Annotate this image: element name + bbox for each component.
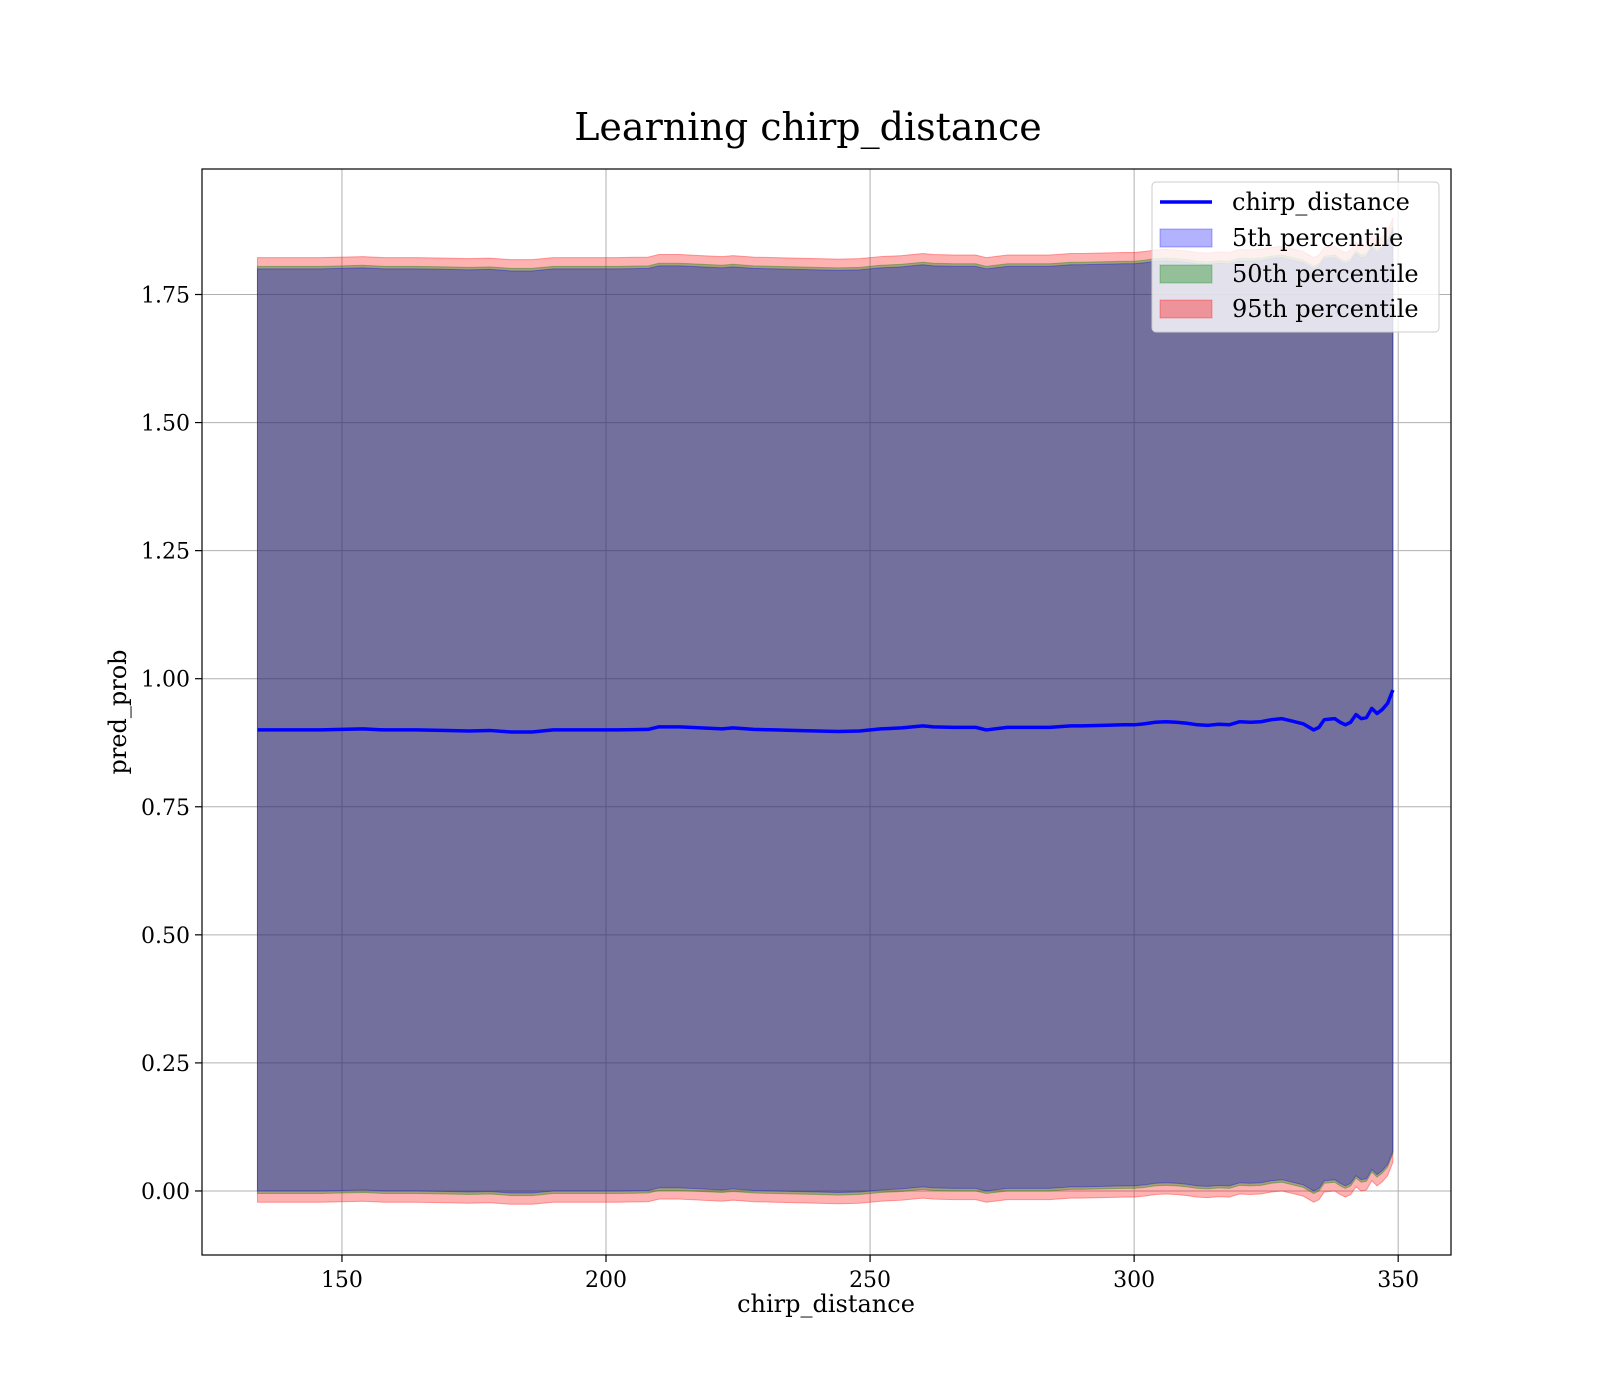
tick-layer: 150 200 250 300 350 0.00 0.25 0.50 0.75 1.00 1.25 1… [141, 284, 1419, 1293]
y-axis-label: pred_prob [104, 649, 132, 774]
x-axis-label: chirp_distance [737, 1290, 915, 1318]
band-p5 [256, 228, 1394, 1194]
band-layer [256, 217, 1394, 1205]
legend-label-p5: 5th percentile [1232, 224, 1403, 252]
y-tick-label: 1.25 [141, 540, 190, 565]
legend-frame [1151, 181, 1440, 333]
legend-swatch-p5 [1159, 228, 1213, 248]
y-tick-label: 1.50 [141, 412, 190, 437]
y-tick-label: 0.25 [141, 1052, 190, 1077]
y-tick-label: 0.50 [141, 924, 190, 949]
legend: chirp_distance 5th percentile 50th perce… [1151, 181, 1440, 333]
x-tick-label: 150 [321, 1268, 363, 1293]
y-tick-label: 0.00 [141, 1180, 190, 1205]
band-p50 [256, 226, 1394, 1197]
legend-swatch-p50 [1159, 264, 1213, 284]
line-layer [257, 689, 1395, 734]
plot-frame [201, 168, 1452, 1256]
legend-label-p50: 50th percentile [1232, 260, 1419, 288]
band-p95 [256, 217, 1394, 1205]
series-line-chirp-distance [257, 689, 1395, 734]
x-tick-label: 300 [1113, 1268, 1155, 1293]
x-tick-label: 250 [849, 1268, 891, 1293]
legend-swatch-p95 [1159, 299, 1213, 319]
chart-title: Learning chirp_distance [574, 105, 1042, 150]
legend-label-p95: 95th percentile [1232, 295, 1419, 323]
y-tick-label: 0.75 [141, 796, 190, 821]
y-tick-label: 1.00 [141, 668, 190, 693]
legend-label-line: chirp_distance [1232, 188, 1410, 216]
x-tick-label: 350 [1377, 1268, 1419, 1293]
y-tick-label: 1.75 [141, 284, 190, 309]
x-tick-label: 200 [585, 1268, 627, 1293]
